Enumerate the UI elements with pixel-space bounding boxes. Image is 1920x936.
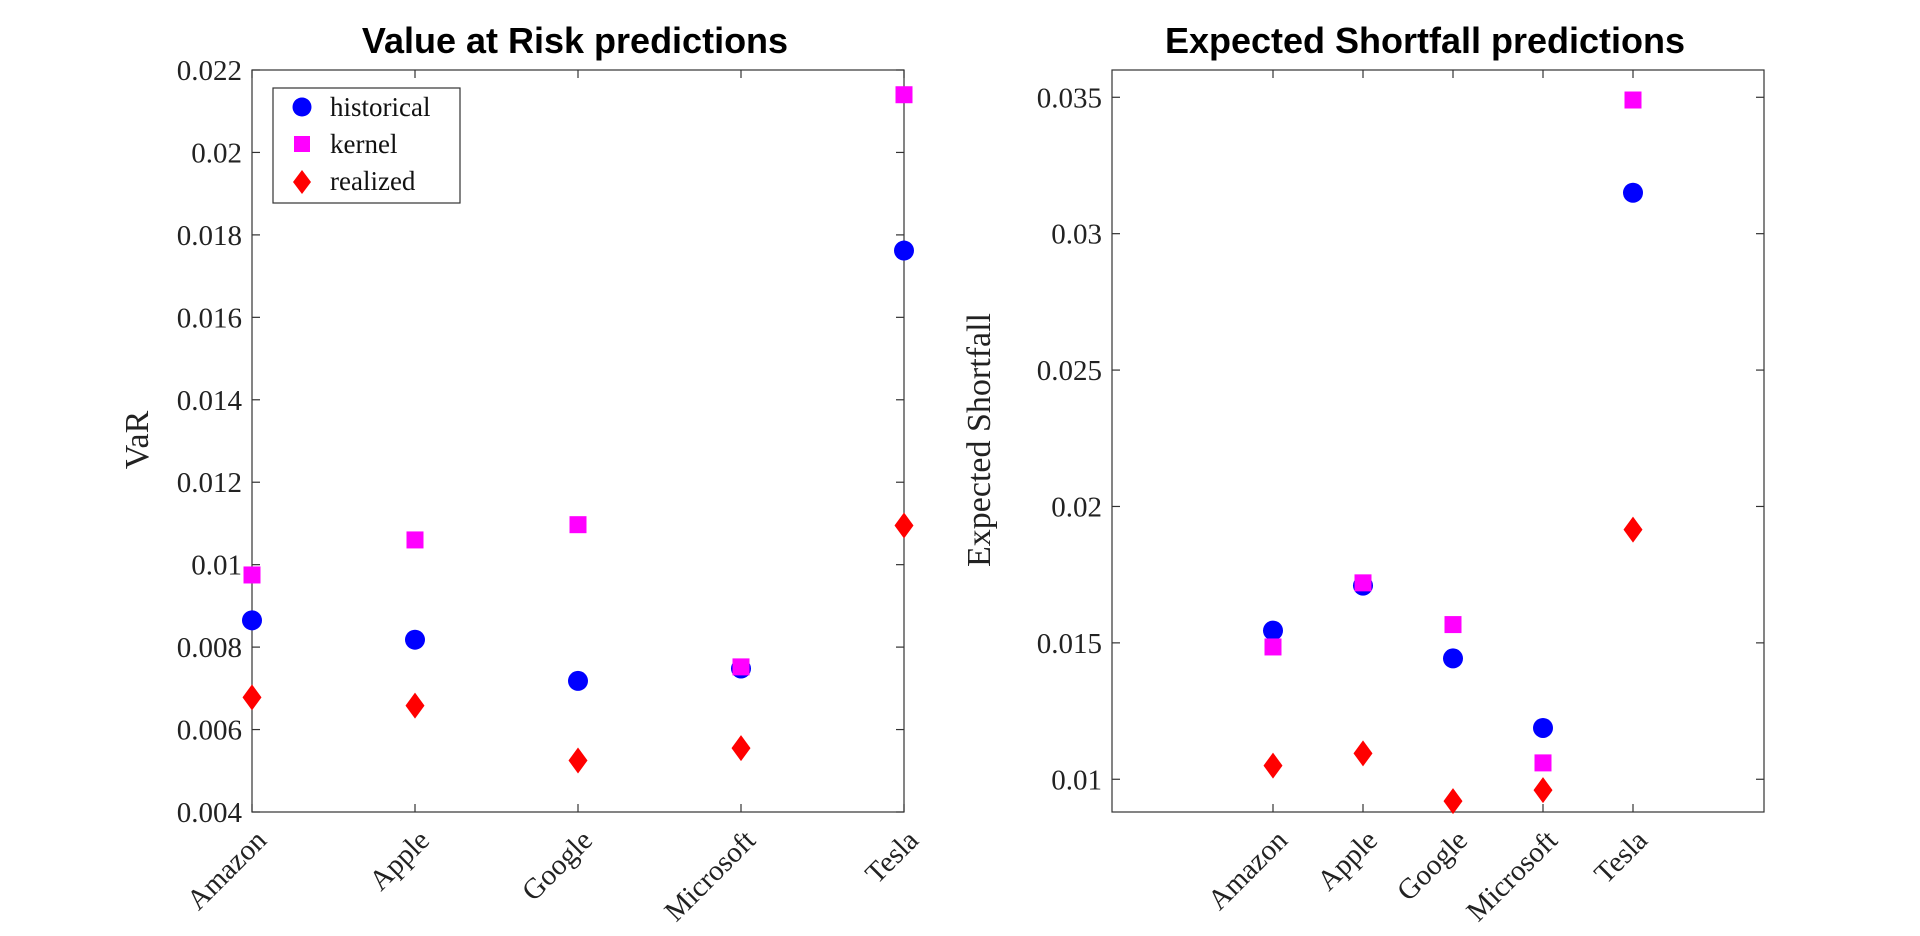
var-y-tick-label: 0.02 (191, 137, 242, 169)
es-x-tick-label-amazon: Amazon (1202, 824, 1294, 916)
var-point-kernel-amazon (243, 566, 261, 584)
es-axes-box (1111, 69, 1765, 813)
var-x-tick-label-tesla: Tesla (859, 824, 925, 890)
var-point-kernel-google (569, 516, 587, 534)
var-y-tick-label: 0.014 (177, 385, 243, 417)
es-point-realized-tesla (1623, 516, 1643, 543)
es-axes: 0.01 0.015 0.02 0.025 0.03 0.035 Amazon Apple Go… (1037, 69, 1765, 928)
es-point-realized-amazon (1263, 752, 1283, 779)
es-panel: Expected Shortfall predictions Expected … (961, 20, 1765, 928)
var-panel: Value at Risk predictions VaR 0.004 0.006… (119, 20, 925, 928)
var-point-realized-tesla (894, 512, 914, 539)
es-point-historical-microsoft (1533, 717, 1553, 738)
var-y-tick-label: 0.012 (177, 467, 242, 499)
es-x-tick-label-apple: Apple (1311, 824, 1384, 897)
var-point-realized-apple (405, 692, 425, 719)
es-y-axis-label: Expected Shortfall (961, 313, 998, 567)
legend-marker-realized (293, 170, 311, 194)
es-point-historical-google (1443, 648, 1463, 669)
legend-entry-realized: realized (293, 166, 416, 196)
var-point-realized-microsoft (731, 735, 751, 762)
var-chart-title: Value at Risk predictions (362, 20, 788, 61)
es-y-tick-label: 0.035 (1037, 82, 1102, 114)
var-y-tick-label: 0.022 (177, 55, 242, 87)
es-y-tick-label: 0.02 (1051, 491, 1102, 523)
var-x-tick-label-amazon: Amazon (181, 824, 273, 916)
es-point-kernel-apple (1354, 574, 1372, 592)
var-y-tick-label: 0.008 (177, 632, 242, 664)
legend-label-kernel: kernel (330, 129, 397, 159)
es-point-historical-tesla (1623, 182, 1643, 203)
var-point-kernel-tesla (895, 86, 913, 104)
es-chart-title: Expected Shortfall predictions (1165, 20, 1685, 61)
es-x-tick-label-microsoft: Microsoft (1460, 824, 1564, 928)
var-y-tick-label: 0.016 (177, 302, 242, 334)
legend-entry-historical: historical (292, 92, 430, 122)
legend: historical kernel realized (272, 87, 461, 204)
es-x-tick-label-tesla: Tesla (1588, 824, 1654, 890)
var-y-axis-label: VaR (119, 410, 156, 469)
es-y-tick-label: 0.015 (1037, 628, 1102, 660)
es-point-historical-amazon (1263, 620, 1283, 641)
var-point-historical-google (568, 670, 588, 691)
legend-label-realized: realized (330, 166, 416, 196)
es-point-realized-microsoft (1533, 777, 1553, 804)
legend-marker-kernel (294, 136, 310, 152)
es-point-kernel-tesla (1624, 91, 1642, 109)
es-point-realized-apple (1353, 740, 1373, 767)
es-point-kernel-amazon (1264, 638, 1282, 656)
var-y-tick-label: 0.01 (191, 550, 242, 582)
legend-marker-historical (292, 97, 312, 117)
var-x-tick-label-apple: Apple (363, 824, 436, 897)
var-point-kernel-apple (406, 531, 424, 549)
var-y-tick-label: 0.004 (177, 797, 243, 829)
es-point-realized-google (1443, 788, 1463, 815)
var-point-historical-apple (405, 629, 425, 650)
es-y-tick-label: 0.01 (1051, 764, 1102, 796)
var-y-tick-label: 0.006 (177, 715, 242, 747)
es-y-tick-label: 0.03 (1051, 219, 1102, 251)
var-x-tick-label-google: Google (516, 824, 599, 907)
var-point-realized-amazon (242, 684, 262, 711)
es-point-kernel-google (1444, 616, 1462, 634)
var-x-tick-label-microsoft: Microsoft (658, 824, 762, 928)
es-y-tick-label: 0.025 (1037, 355, 1102, 387)
var-y-tick-label: 0.018 (177, 220, 242, 252)
var-point-realized-google (568, 747, 588, 774)
legend-entry-kernel: kernel (294, 129, 397, 159)
var-point-historical-amazon (242, 610, 262, 631)
legend-label-historical: historical (330, 92, 430, 122)
es-x-tick-label-google: Google (1391, 824, 1474, 907)
var-point-historical-tesla (894, 240, 914, 261)
es-point-kernel-microsoft (1534, 754, 1552, 772)
var-point-kernel-microsoft (732, 658, 750, 676)
